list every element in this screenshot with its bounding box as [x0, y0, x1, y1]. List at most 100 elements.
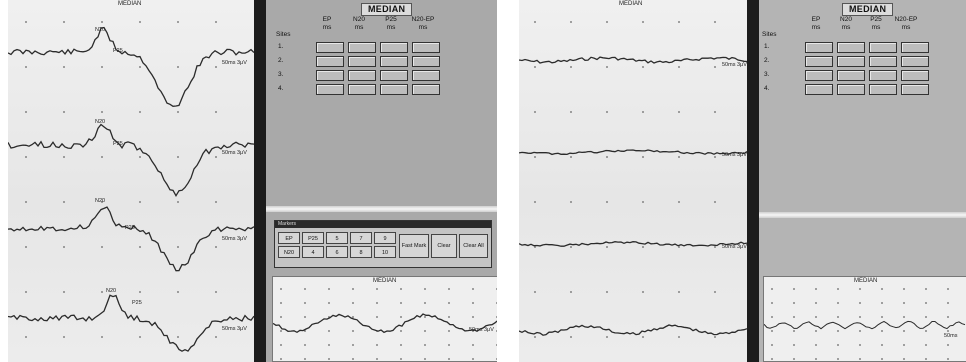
clear-all-button[interactable]: Clear All — [459, 234, 488, 258]
grid-dot — [793, 330, 795, 332]
latency-cell[interactable] — [348, 84, 376, 95]
screen-divider — [266, 206, 497, 212]
panel-title: MEDIAN — [842, 3, 893, 16]
latency-cell[interactable] — [348, 70, 376, 81]
grid-dot — [570, 246, 572, 248]
grid-dot — [376, 288, 378, 290]
latency-cell[interactable] — [869, 70, 897, 81]
grid-dot — [859, 316, 861, 318]
latency-cell[interactable] — [316, 42, 344, 53]
latency-cell[interactable] — [869, 56, 897, 67]
latency-table — [805, 42, 929, 95]
grid-dot — [642, 156, 644, 158]
row-label: 1. — [278, 40, 283, 54]
right-trace-panel: MEDIAN 50ms 3μV 50ms 3μV 50ms 3μV — [519, 0, 747, 362]
marker-button-7[interactable]: 7 — [350, 232, 372, 244]
latency-cell[interactable] — [869, 84, 897, 95]
monitor-bezel — [747, 0, 759, 362]
marker-button-9[interactable]: 9 — [374, 232, 396, 244]
grid-dot — [328, 344, 330, 346]
grid-dot — [448, 288, 450, 290]
grid-dot — [903, 344, 905, 346]
latency-cell[interactable] — [412, 84, 440, 95]
row-label: 2. — [764, 54, 769, 68]
sweep-label: 50ms 3μV — [722, 244, 747, 250]
grid-dot — [280, 358, 282, 360]
latency-cell[interactable] — [412, 42, 440, 53]
grid-dot — [714, 201, 716, 203]
grid-dot — [534, 336, 536, 338]
markers-panel: Markers EP P25 5 7 9 N20 4 6 8 10 Fast M… — [274, 220, 492, 268]
latency-cell[interactable] — [805, 42, 833, 53]
latency-cell[interactable] — [837, 70, 865, 81]
grid-dot — [25, 21, 27, 23]
latency-cell[interactable] — [901, 42, 929, 53]
marker-button-ep[interactable]: EP — [278, 232, 300, 244]
grid-dot — [859, 288, 861, 290]
grid-dot — [63, 336, 65, 338]
grid-dot — [714, 336, 716, 338]
row-labels: 1. 2. 3. 4. — [278, 40, 283, 96]
grid-dot — [947, 344, 949, 346]
grid-dot — [947, 288, 949, 290]
evoked-potential-trace — [8, 125, 254, 196]
latency-cell[interactable] — [380, 56, 408, 67]
grid-dot — [101, 156, 103, 158]
grid-dot — [280, 330, 282, 332]
marker-button-4[interactable]: 4 — [302, 246, 324, 258]
latency-cell[interactable] — [348, 56, 376, 67]
latency-cell[interactable] — [380, 70, 408, 81]
clear-button[interactable]: Clear — [431, 234, 457, 258]
grid-dot — [280, 316, 282, 318]
latency-cell[interactable] — [412, 56, 440, 67]
latency-cell[interactable] — [901, 56, 929, 67]
marker-button-p25[interactable]: P25 — [302, 232, 324, 244]
row-label: 4. — [764, 82, 769, 96]
latency-cell[interactable] — [805, 56, 833, 67]
latency-cell[interactable] — [316, 56, 344, 67]
row-label: 1. — [764, 40, 769, 54]
grid-dot — [606, 111, 608, 113]
grid-dot — [352, 288, 354, 290]
row-label: 4. — [278, 82, 283, 96]
grid-dot — [714, 156, 716, 158]
latency-cell[interactable] — [380, 84, 408, 95]
grid-dot — [63, 156, 65, 158]
grid-dot — [903, 288, 905, 290]
grid-dot — [570, 156, 572, 158]
marker-button-5[interactable]: 5 — [326, 232, 348, 244]
latency-cell[interactable] — [316, 70, 344, 81]
latency-cell[interactable] — [901, 70, 929, 81]
grid-dot — [177, 156, 179, 158]
grid-dot — [859, 330, 861, 332]
marker-button-6[interactable]: 6 — [326, 246, 348, 258]
marker-button-n20[interactable]: N20 — [278, 246, 300, 258]
fast-mark-button[interactable]: Fast Mark — [399, 234, 429, 258]
grid-dot — [771, 302, 773, 304]
grid-dot — [424, 330, 426, 332]
grid-dot — [328, 330, 330, 332]
latency-cell[interactable] — [412, 70, 440, 81]
latency-cell[interactable] — [837, 56, 865, 67]
grid-dot — [925, 316, 927, 318]
grid-dot — [400, 302, 402, 304]
grid-dot — [947, 330, 949, 332]
marker-button-8[interactable]: 8 — [350, 246, 372, 258]
latency-cell[interactable] — [805, 70, 833, 81]
grid-dot — [793, 288, 795, 290]
latency-cell[interactable] — [380, 42, 408, 53]
marker-button-10[interactable]: 10 — [374, 246, 396, 258]
latency-cell[interactable] — [837, 42, 865, 53]
grid-dot — [903, 302, 905, 304]
grid-dot — [534, 246, 536, 248]
latency-cell[interactable] — [316, 84, 344, 95]
latency-cell[interactable] — [348, 42, 376, 53]
latency-cell[interactable] — [805, 84, 833, 95]
latency-cell[interactable] — [837, 84, 865, 95]
latency-cell[interactable] — [869, 42, 897, 53]
grid-dot — [881, 344, 883, 346]
grid-dot — [771, 288, 773, 290]
grid-dot — [714, 21, 716, 23]
sweep-label: 50ms 3μV — [222, 150, 247, 156]
latency-cell[interactable] — [901, 84, 929, 95]
